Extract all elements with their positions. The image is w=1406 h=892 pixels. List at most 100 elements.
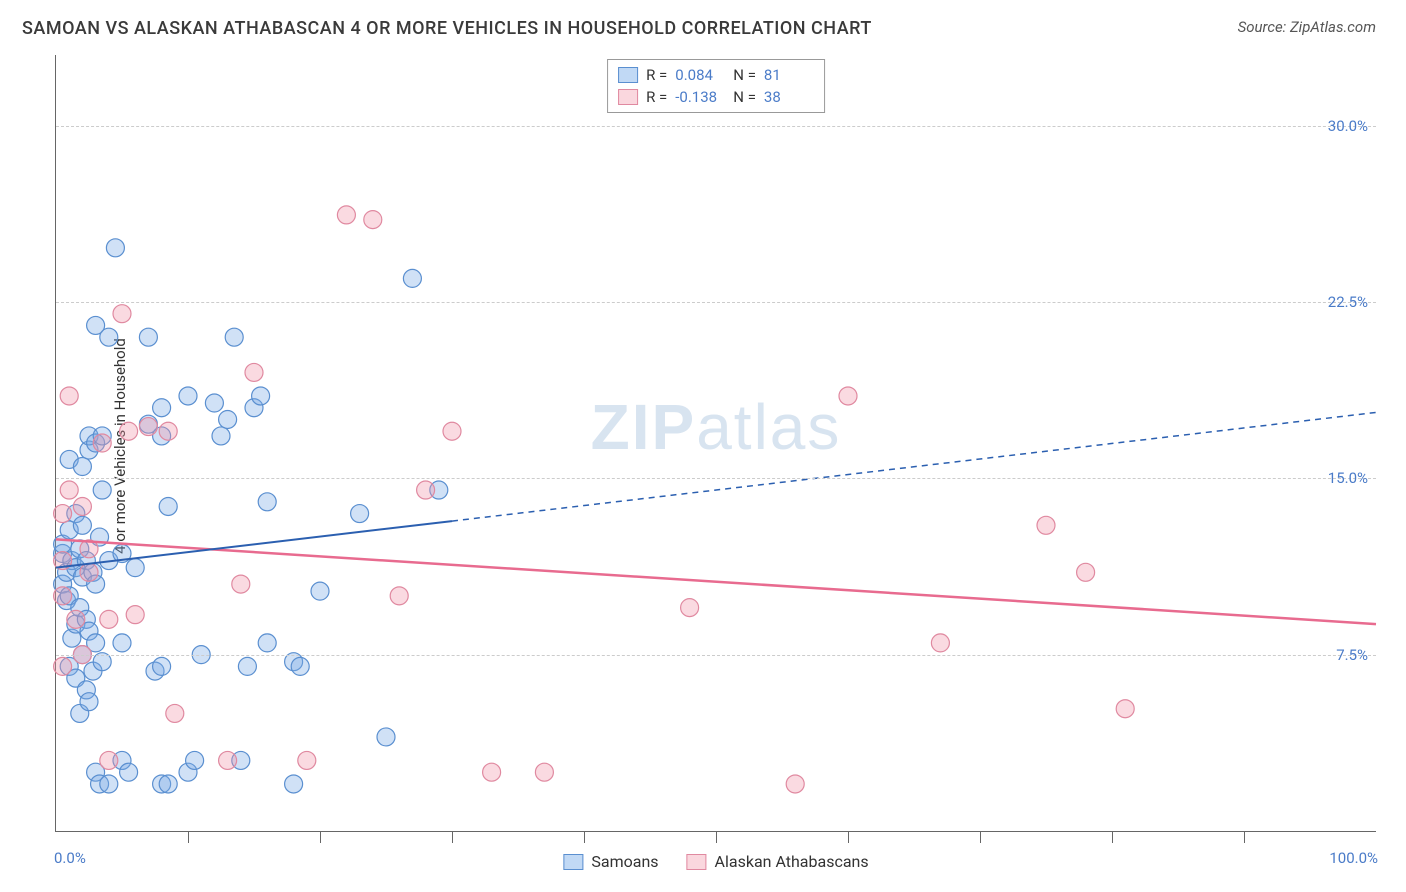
samoans-point bbox=[219, 410, 237, 428]
samoans-point bbox=[80, 693, 98, 711]
x-tick bbox=[980, 831, 981, 843]
series-legend: Samoans Alaskan Athabascans bbox=[563, 852, 868, 871]
athabascans-point bbox=[298, 751, 316, 769]
samoans-point bbox=[73, 458, 91, 476]
samoans-point bbox=[159, 497, 177, 515]
x-tick bbox=[1244, 831, 1245, 843]
athabascans-point bbox=[681, 599, 699, 617]
x-tick-label: 100.0% bbox=[1329, 849, 1378, 867]
r-label: R = bbox=[646, 66, 667, 84]
n-value: 38 bbox=[764, 88, 814, 106]
gridline bbox=[56, 655, 1376, 656]
athabascans-point bbox=[1077, 563, 1095, 581]
chart-plot-area: ZIPatlas R =0.084N =81R =-0.138N =38 Sam… bbox=[55, 55, 1376, 832]
athabascans-point bbox=[54, 505, 72, 523]
stats-legend-row: R = 0.084 N = 81 bbox=[618, 64, 814, 86]
samoans-point bbox=[225, 328, 243, 346]
legend-item: Samoans bbox=[563, 852, 658, 871]
athabascans-point bbox=[364, 211, 382, 229]
samoans-point bbox=[258, 493, 276, 511]
athabascans-point bbox=[931, 634, 949, 652]
gridline bbox=[56, 478, 1376, 479]
chart-title: SAMOAN VS ALASKAN ATHABASCAN 4 OR MORE V… bbox=[22, 18, 872, 39]
source-label: Source: ZipAtlas.com bbox=[1238, 18, 1376, 36]
samoans-point bbox=[377, 728, 395, 746]
samoans-point bbox=[93, 481, 111, 499]
y-tick-label: 15.0% bbox=[1328, 469, 1368, 487]
athabascans-point bbox=[100, 751, 118, 769]
y-tick-label: 7.5% bbox=[1336, 646, 1368, 664]
athabascans-point bbox=[786, 775, 804, 793]
athabascans-point bbox=[67, 610, 85, 628]
n-value: 81 bbox=[764, 66, 814, 84]
samoans-point bbox=[186, 751, 204, 769]
samoans-point bbox=[252, 387, 270, 405]
athabascans-point bbox=[232, 575, 250, 593]
athabascans-point bbox=[166, 704, 184, 722]
athabascans-point bbox=[73, 497, 91, 515]
samoans-point bbox=[258, 634, 276, 652]
samoans-trendline-extrapolated bbox=[452, 412, 1376, 521]
x-tick bbox=[320, 831, 321, 843]
r-value: -0.138 bbox=[675, 88, 725, 106]
athabascans-point bbox=[535, 763, 553, 781]
samoans-point bbox=[311, 582, 329, 600]
x-tick-label: 0.0% bbox=[54, 849, 86, 867]
samoans-point bbox=[100, 328, 118, 346]
athabascans-point bbox=[337, 206, 355, 224]
y-tick-label: 22.5% bbox=[1328, 293, 1368, 311]
samoans-point bbox=[285, 775, 303, 793]
athabascans-point bbox=[54, 657, 72, 675]
samoans-point bbox=[403, 269, 421, 287]
athabascans-point bbox=[417, 481, 435, 499]
samoans-point bbox=[113, 634, 131, 652]
samoans-point bbox=[159, 775, 177, 793]
athabascans-point bbox=[60, 481, 78, 499]
athabascans-point bbox=[126, 606, 144, 624]
athabascans-point bbox=[219, 751, 237, 769]
x-tick bbox=[1112, 831, 1113, 843]
legend-item: Alaskan Athabascans bbox=[687, 852, 869, 871]
samoans-point bbox=[153, 657, 171, 675]
n-label: N = bbox=[733, 66, 756, 84]
r-value: 0.084 bbox=[675, 66, 725, 84]
stats-legend-row: R = -0.138 N = 38 bbox=[618, 86, 814, 108]
athabascans-point bbox=[1116, 700, 1134, 718]
samoans-point bbox=[73, 516, 91, 534]
x-tick bbox=[452, 831, 453, 843]
legend-swatch bbox=[687, 854, 707, 870]
athabascans-point bbox=[483, 763, 501, 781]
r-label: R = bbox=[646, 88, 667, 106]
athabascans-point bbox=[93, 434, 111, 452]
legend-swatch bbox=[563, 854, 583, 870]
athabascans-point bbox=[120, 422, 138, 440]
x-tick bbox=[716, 831, 717, 843]
scatter-plot-svg bbox=[56, 55, 1376, 831]
samoans-point bbox=[153, 399, 171, 417]
samoans-point bbox=[205, 394, 223, 412]
samoans-point bbox=[139, 328, 157, 346]
gridline bbox=[56, 126, 1376, 127]
n-label: N = bbox=[733, 88, 756, 106]
samoans-point bbox=[126, 559, 144, 577]
athabascans-point bbox=[390, 587, 408, 605]
x-tick bbox=[848, 831, 849, 843]
legend-swatch bbox=[618, 89, 638, 105]
athabascans-point bbox=[159, 422, 177, 440]
athabascans-point bbox=[100, 610, 118, 628]
samoans-point bbox=[120, 763, 138, 781]
samoans-point bbox=[291, 657, 309, 675]
legend-swatch bbox=[618, 67, 638, 83]
athabascans-point bbox=[60, 387, 78, 405]
athabascans-point bbox=[113, 305, 131, 323]
samoans-point bbox=[106, 239, 124, 257]
athabascans-point bbox=[1037, 516, 1055, 534]
x-tick bbox=[584, 831, 585, 843]
gridline bbox=[56, 302, 1376, 303]
stats-legend: R = 0.084 N = 81 R = -0.138 N = 38 bbox=[607, 59, 825, 113]
athabascans-point bbox=[245, 363, 263, 381]
athabascans-point bbox=[839, 387, 857, 405]
athabascans-point bbox=[54, 587, 72, 605]
y-tick-label: 30.0% bbox=[1328, 117, 1368, 135]
athabascans-trendline bbox=[56, 539, 1376, 624]
